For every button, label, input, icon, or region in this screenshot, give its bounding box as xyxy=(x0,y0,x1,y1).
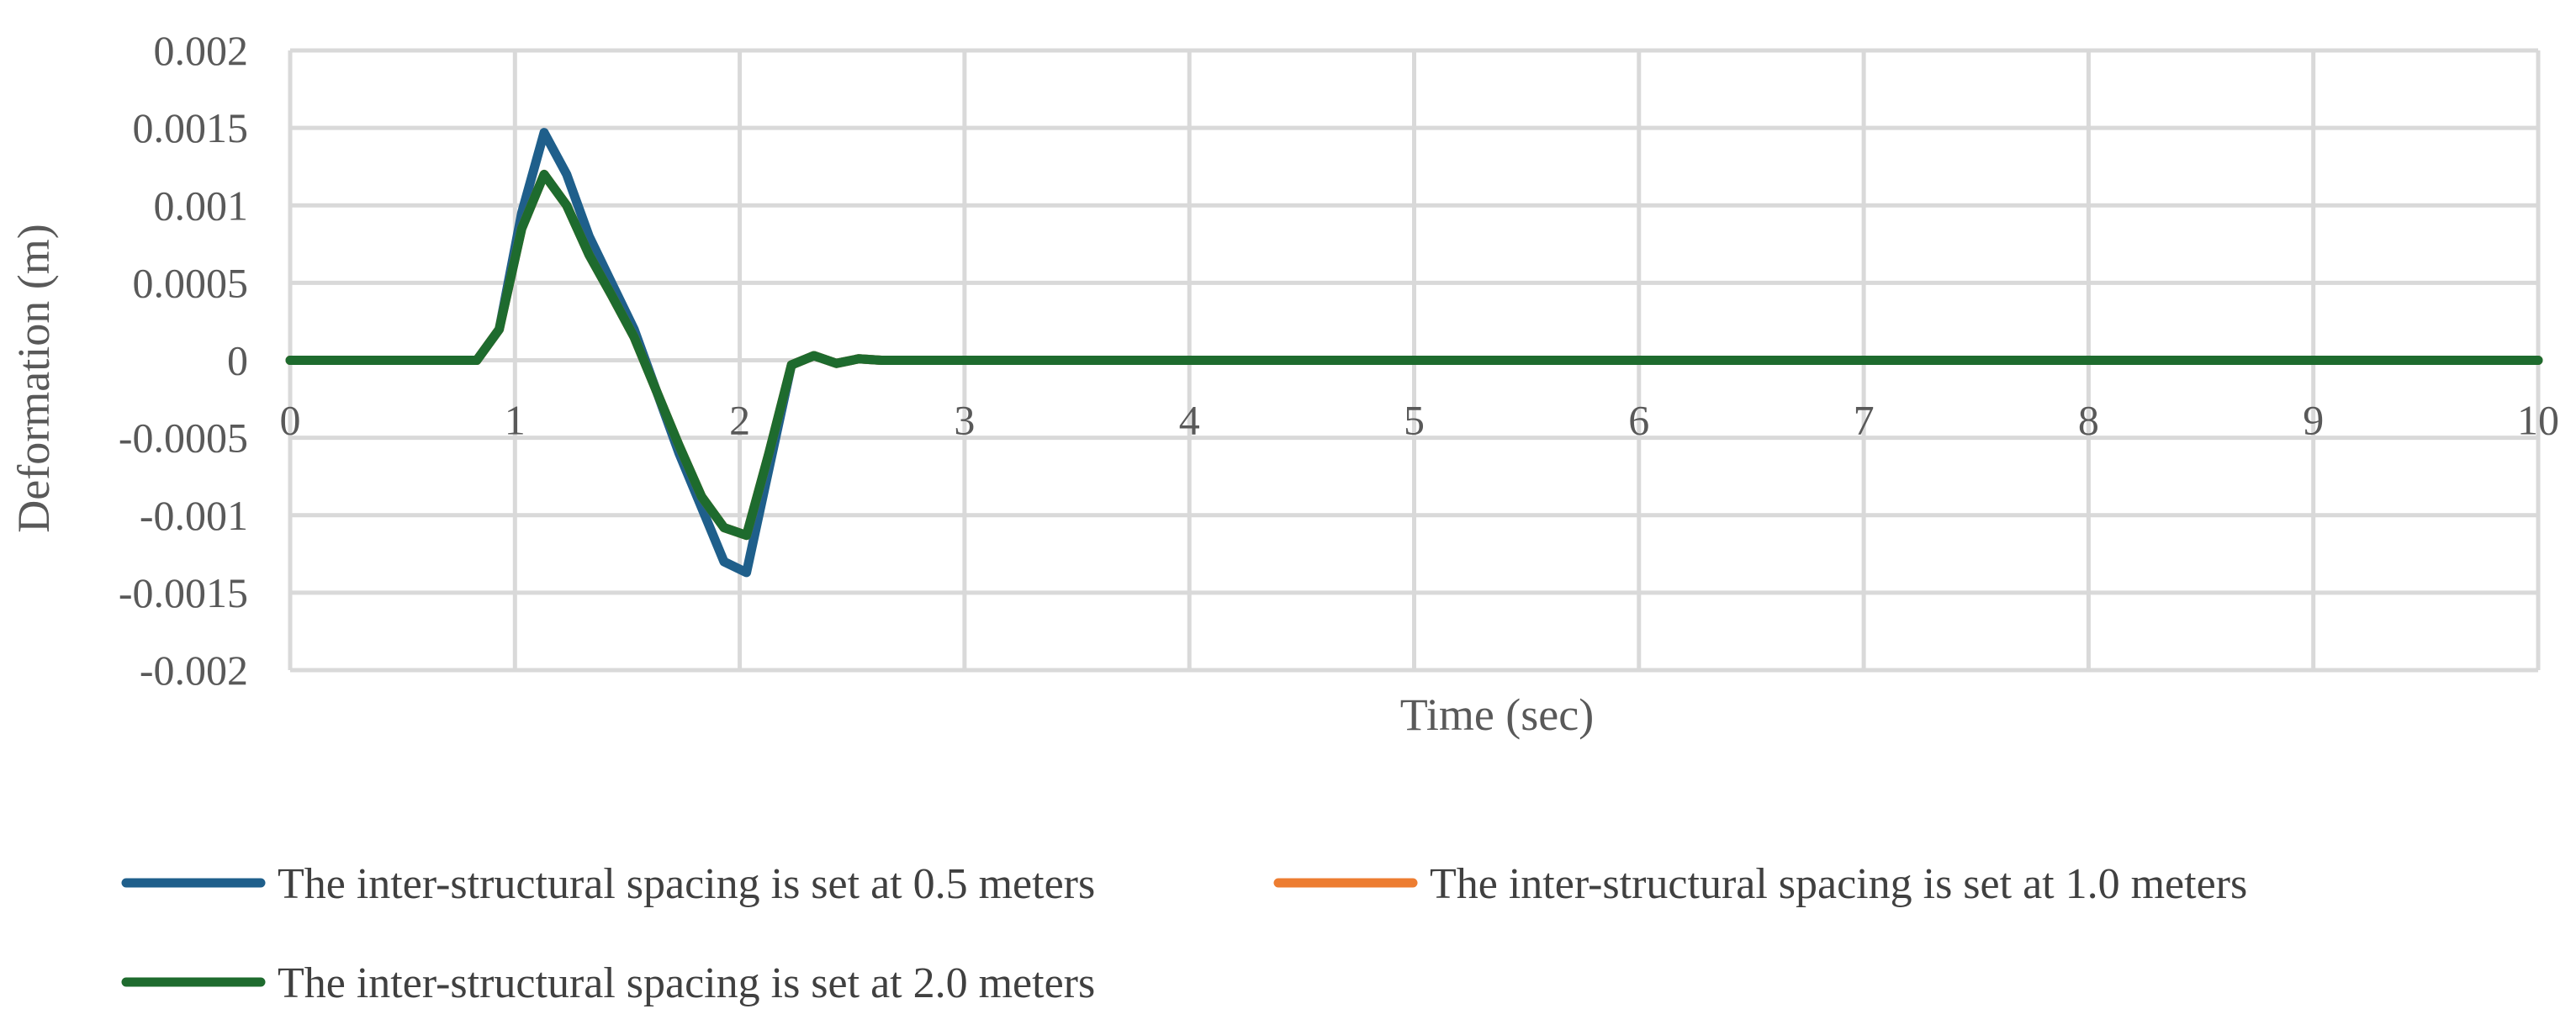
chart-series xyxy=(285,128,2543,578)
legend-label-1: The inter-structural spacing is set at 0… xyxy=(278,860,1095,908)
y-tick-label: 0.001 xyxy=(154,182,249,229)
x-tick-label: 2 xyxy=(729,397,750,444)
x-tick-label: 4 xyxy=(1179,397,1200,444)
y-tick-label: 0 xyxy=(227,337,248,384)
series-line-3 xyxy=(285,169,2543,541)
x-tick-label: 1 xyxy=(505,397,526,444)
x-tick-label: 8 xyxy=(2078,397,2099,444)
y-tick-label: -0.0005 xyxy=(119,415,248,462)
y-axis-tick-labels: 0.002 0.0015 0.001 0.0005 0 -0.0005 -0.001 -0.0… xyxy=(119,27,248,694)
x-tick-label: 6 xyxy=(1628,397,1649,444)
y-tick-label: -0.001 xyxy=(140,492,248,539)
y-tick-label: -0.002 xyxy=(140,647,248,694)
y-tick-label: 0.0015 xyxy=(133,104,249,151)
x-tick-label: 5 xyxy=(1404,397,1425,444)
chart-legend: The inter-structural spacing is set at 0… xyxy=(121,860,2247,1007)
x-tick-label: 7 xyxy=(1854,397,1875,444)
x-tick-label: 9 xyxy=(2303,397,2324,444)
x-tick-label: 0 xyxy=(280,397,301,444)
x-axis-title: Time (sec) xyxy=(1400,689,1594,740)
y-axis-title: Deformation (m) xyxy=(8,224,59,532)
x-tick-label: 3 xyxy=(954,397,975,444)
x-axis-tick-labels: 0 1 2 3 4 5 6 7 8 9 10 xyxy=(280,397,2560,444)
legend-label-2: The inter-structural spacing is set at 1… xyxy=(1430,860,2247,908)
y-tick-label: 0.002 xyxy=(154,27,249,74)
legend-label-3: The inter-structural spacing is set at 2… xyxy=(278,959,1095,1007)
y-tick-label: -0.0015 xyxy=(119,569,248,616)
x-tick-label: 10 xyxy=(2517,397,2559,444)
y-tick-label: 0.0005 xyxy=(133,259,249,306)
